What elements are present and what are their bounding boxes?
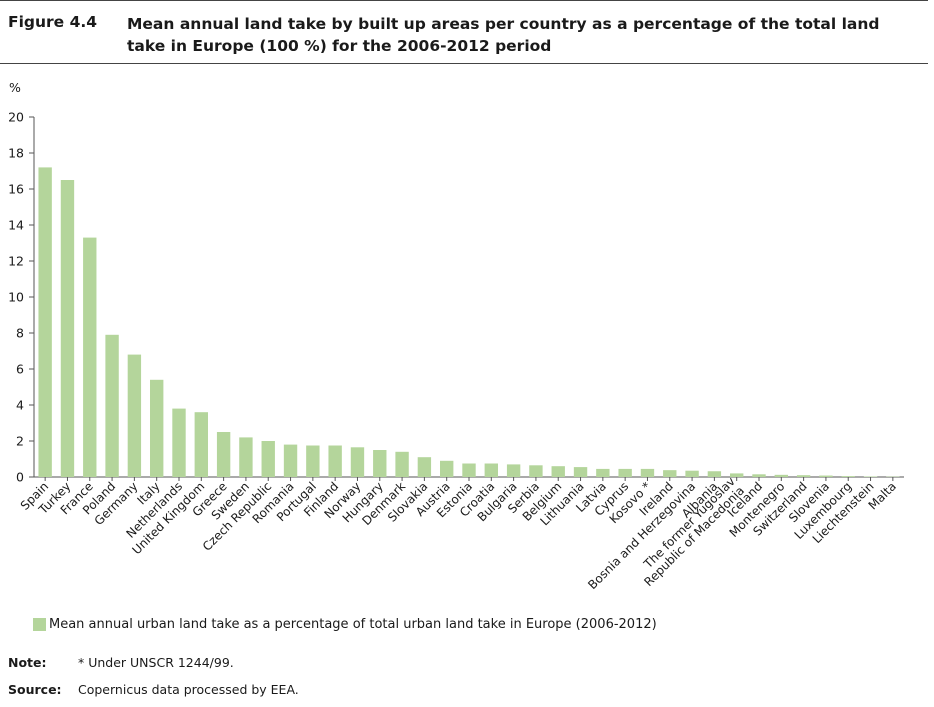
source: Source: Copernicus data processed by EEA… [8, 682, 299, 697]
bar [440, 460, 454, 477]
bar [239, 437, 253, 477]
bar [796, 475, 811, 477]
y-tick-label: 20 [8, 110, 24, 125]
y-tick-label: 16 [8, 182, 24, 197]
bar [774, 474, 788, 477]
bar [819, 475, 833, 477]
bar [596, 468, 610, 477]
bar [663, 470, 677, 477]
bar [752, 474, 766, 477]
bar [640, 468, 655, 477]
figure-header: Figure 4.4 Mean annual land take by buil… [0, 0, 928, 64]
bar [105, 334, 119, 477]
bar [395, 451, 409, 477]
chart-legend: Mean annual urban land take as a percent… [33, 617, 657, 632]
bar [283, 444, 298, 477]
bar [707, 471, 722, 477]
note-label: Note: [8, 655, 47, 670]
bar [172, 408, 186, 477]
bar [328, 445, 342, 477]
bar [730, 473, 744, 477]
chart-bars [38, 167, 900, 477]
y-tick-label: 12 [8, 254, 24, 269]
bar [506, 464, 521, 477]
bar [529, 465, 543, 477]
y-tick-label: 0 [16, 470, 24, 485]
note: Note: * Under UNSCR 1244/99. [8, 655, 234, 670]
chart-axes: % 0 2 4 6 8 10 12 14 16 18 20 [8, 80, 904, 485]
figure-title: Mean annual land take by built up areas … [127, 15, 880, 55]
legend-swatch [33, 618, 46, 631]
bar [417, 457, 432, 477]
bar [261, 441, 275, 477]
bar [150, 379, 164, 477]
bar [216, 432, 231, 477]
y-tick-label: 2 [16, 434, 24, 449]
bar-chart: % 0 2 4 6 8 10 12 14 16 18 20 SpainTurkeyFrancePola… [8, 80, 904, 592]
y-tick-label: 18 [8, 146, 24, 161]
bar [462, 463, 476, 477]
source-text: Copernicus data processed by EEA. [78, 682, 299, 697]
note-text: * Under UNSCR 1244/99. [78, 655, 234, 670]
bar [484, 463, 498, 477]
bar [841, 476, 855, 477]
y-tick-label: 8 [16, 326, 24, 341]
bar [127, 354, 142, 477]
bar [60, 180, 75, 477]
y-tick-label: 4 [16, 398, 24, 413]
bar [618, 468, 632, 477]
y-tick-label: 14 [8, 218, 24, 233]
bar [685, 470, 699, 477]
source-label: Source: [8, 682, 62, 697]
bar [38, 167, 52, 477]
y-tick-label: 10 [8, 290, 24, 305]
bar [551, 466, 565, 477]
bar [373, 450, 387, 477]
bar [306, 445, 320, 477]
bar [350, 447, 365, 477]
bar [863, 476, 878, 477]
bar [573, 467, 588, 477]
legend-label: Mean annual urban land take as a percent… [49, 617, 657, 632]
figure-number: Figure 4.4 [8, 13, 98, 31]
bar [194, 412, 208, 477]
chart-x-labels: SpainTurkeyFrancePolandGermanyItalyNethe… [18, 474, 899, 592]
bar [83, 237, 97, 477]
y-tick-label: 6 [16, 362, 24, 377]
y-axis-label: % [9, 80, 21, 95]
